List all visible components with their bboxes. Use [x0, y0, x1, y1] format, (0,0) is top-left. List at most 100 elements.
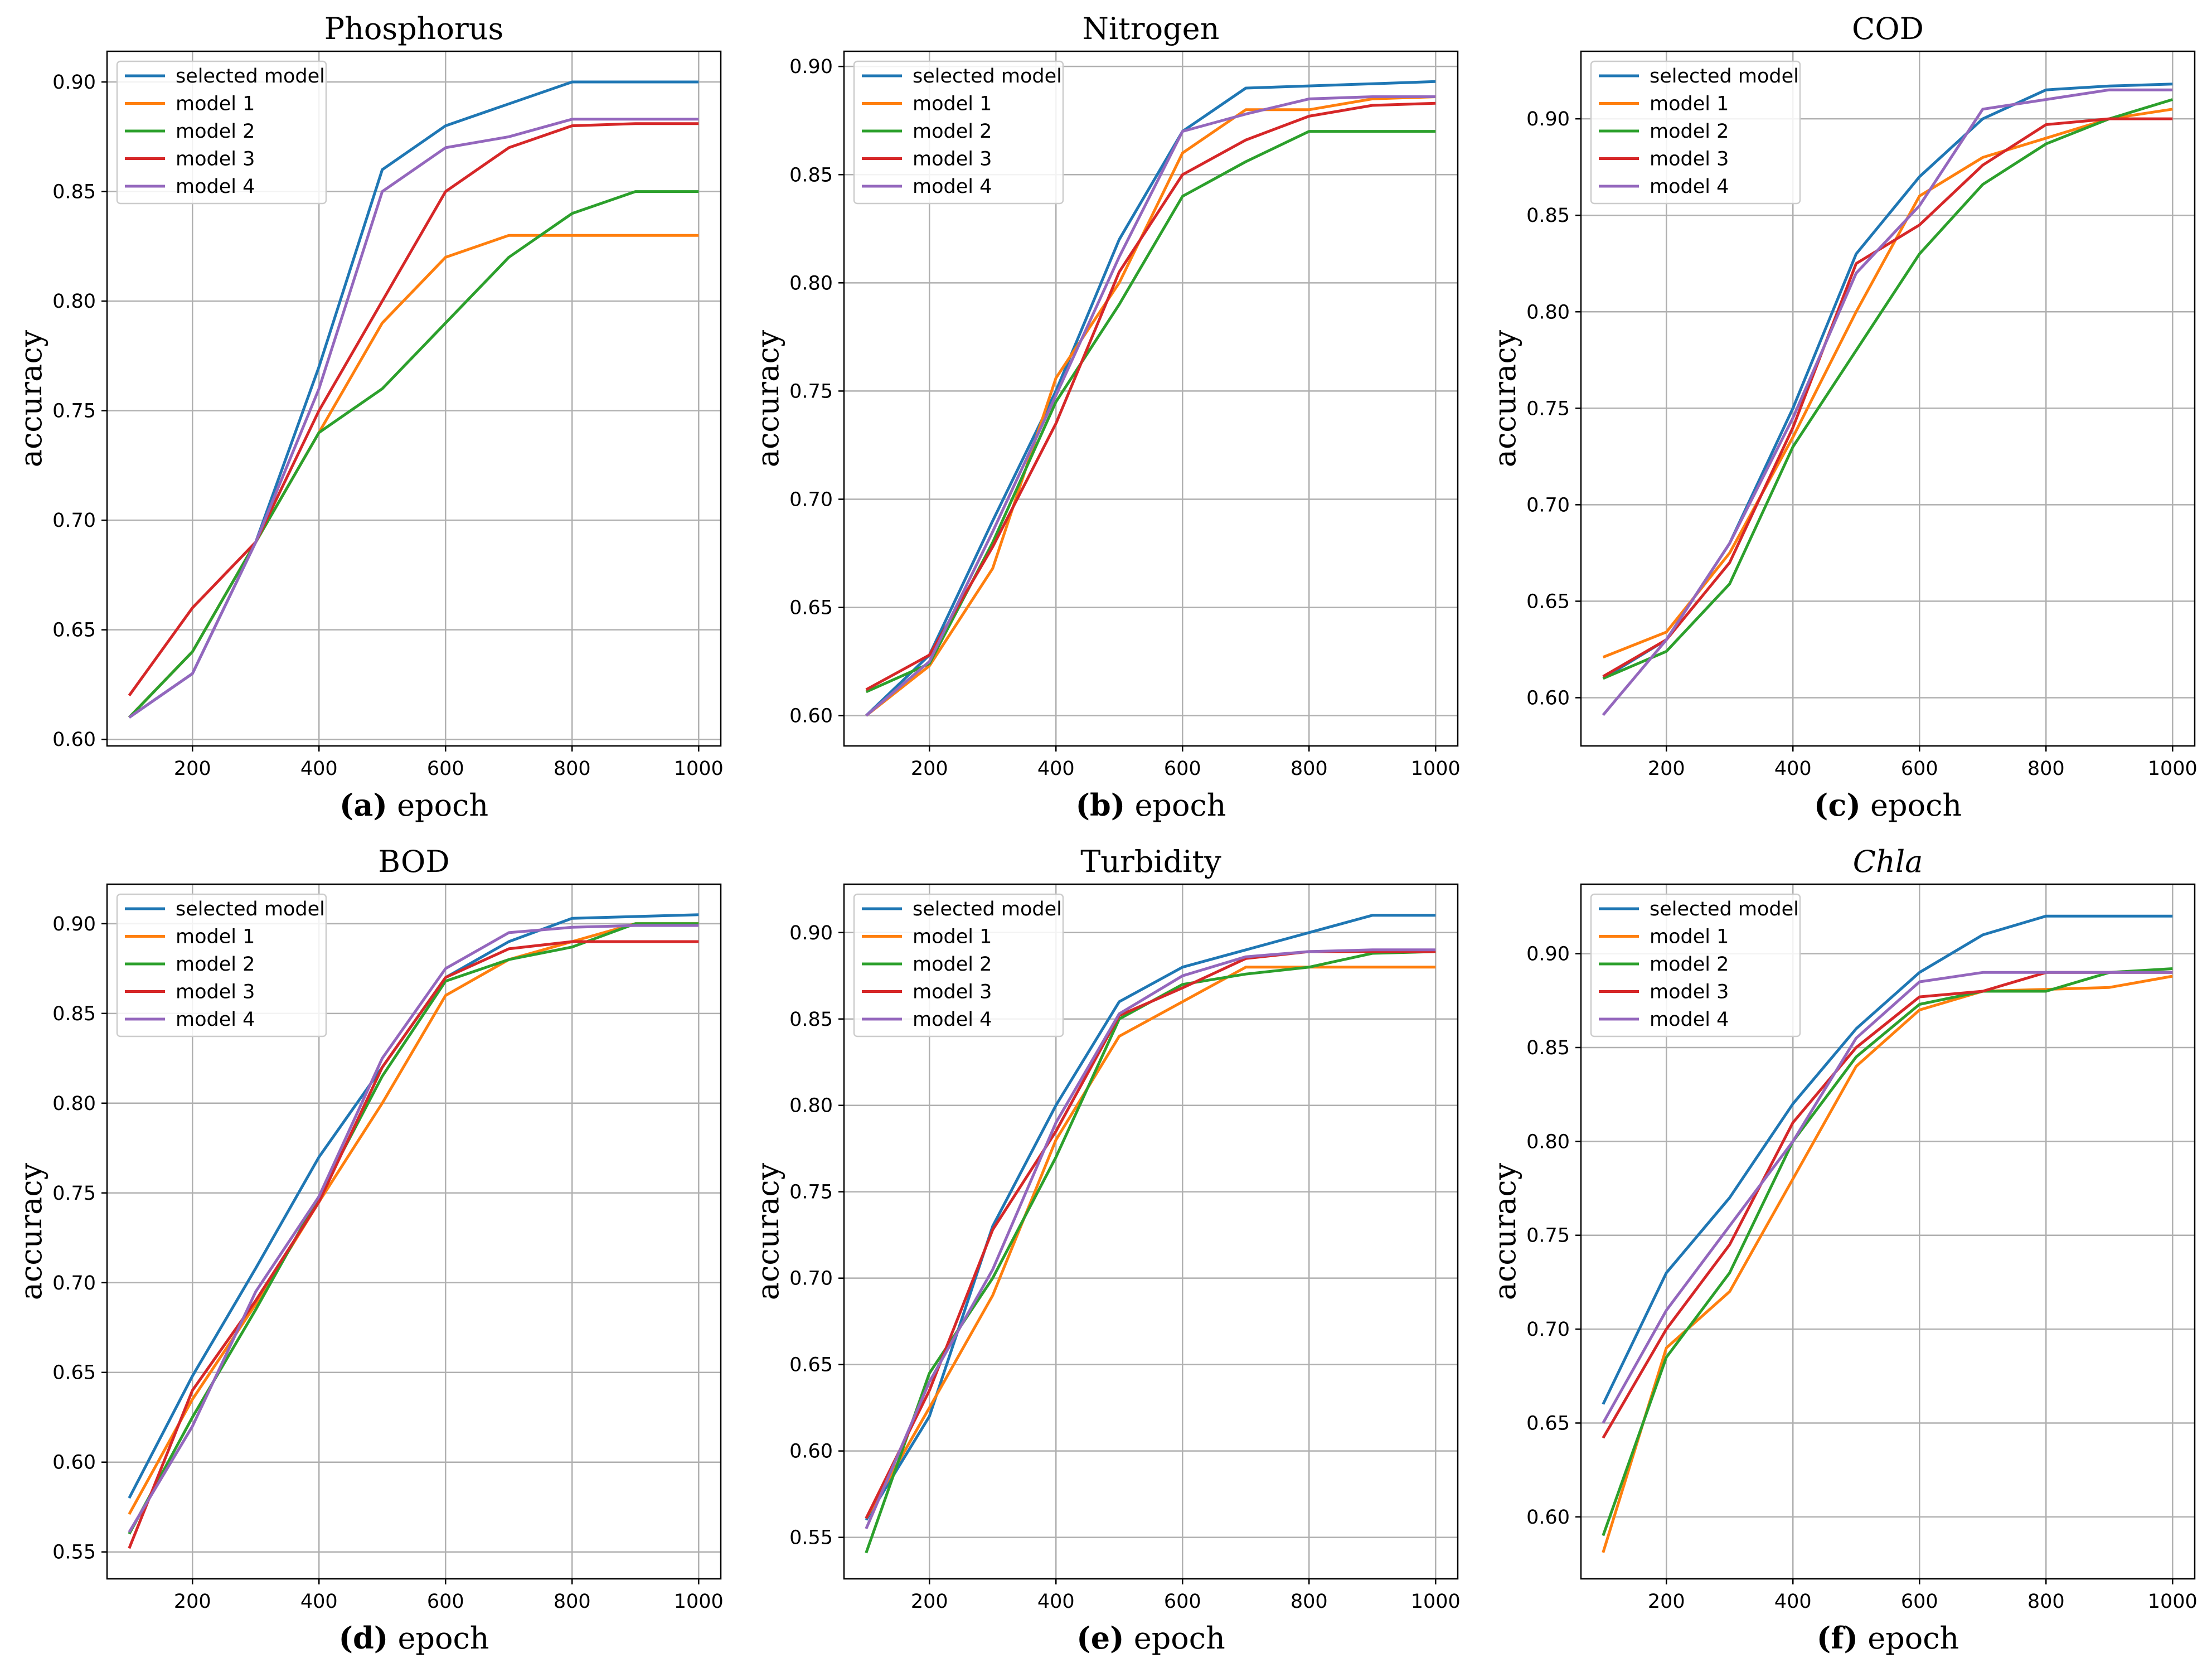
chart-1-series-4-line [865, 95, 1436, 717]
chart-5-legend-label-1: model 1 [1650, 926, 1729, 948]
chart-0-series-2-line [128, 190, 699, 719]
chart-3-series-1-line [128, 922, 699, 1515]
chart-5-xlabel-text: epoch [1858, 1621, 1959, 1656]
chart-2-legend-label-3: model 3 [1650, 148, 1729, 171]
chart-5-panel-letter: (f) [1817, 1620, 1858, 1656]
chart-5-ytick-label-6: 0.90 [1526, 943, 1570, 966]
chart-2-axes-frame [1580, 50, 2196, 747]
chart-2-series-4-line [1602, 88, 2173, 716]
chart-0-legend-label-3: model 3 [176, 148, 255, 171]
chart-3-ytick-label-6: 0.85 [52, 1003, 96, 1025]
chart-3-legend-box [116, 893, 327, 1038]
chart-0-xtick-label-2: 600 [427, 758, 464, 780]
chart-3-xlabel-text: epoch [388, 1621, 489, 1656]
chart-2-xtick-label-1: 400 [1774, 758, 1812, 780]
chart-5-ytick-label-5: 0.85 [1526, 1037, 1570, 1059]
chart-1-ylabel: accuracy [750, 329, 785, 467]
chart-5-ytick-label-2: 0.70 [1526, 1318, 1570, 1341]
chart-3-xtick-label-0: 200 [174, 1591, 211, 1613]
chart-1-series-3-line [865, 101, 1436, 691]
chart-0-xlabel: (a) epoch [339, 787, 488, 823]
chart-3-xtick-label-2: 600 [427, 1591, 464, 1613]
chart-4-ytick-label-3: 0.70 [789, 1268, 833, 1290]
chart-1-ytick-label-5: 0.85 [789, 164, 833, 186]
chart-0-title: Phosphorus [324, 11, 504, 46]
chart-0-ytick-label-5: 0.85 [52, 181, 96, 203]
chart-0-series-3-line [128, 122, 699, 697]
chart-0-ytick-label-2: 0.70 [52, 510, 96, 532]
chart-0-xtick-label-0: 200 [174, 758, 211, 780]
chart-2-ytick-label-1: 0.65 [1526, 590, 1570, 613]
chart-5-ytick-label-4: 0.80 [1526, 1131, 1570, 1153]
chart-4-ytick-label-0: 0.55 [789, 1527, 833, 1549]
chart-4-legend-label-1: model 1 [913, 926, 992, 948]
chart-0-legend-label-4: model 4 [176, 176, 255, 198]
chart-2-xlabel-text: epoch [1861, 788, 1962, 823]
chart-4-ytick-label-2: 0.65 [789, 1354, 833, 1376]
chart-3-axes-frame [106, 883, 722, 1580]
chart-1-xtick-label-1: 400 [1037, 758, 1075, 780]
chart-5-series-4-line [1602, 971, 2173, 1424]
chart-2-xtick-label-2: 600 [1901, 758, 1938, 780]
chart-0-ytick-label-4: 0.80 [52, 290, 96, 313]
chart-4-panel: 200 400 600 800 1000 0.55 0.60 0.65 0.70 0.75 0.80… [750, 844, 1461, 1656]
chart-3-xtick-label-1: 400 [300, 1591, 338, 1613]
chart-4-xlabel: (e) epoch [1076, 1620, 1225, 1656]
chart-0-ytick-label-3: 0.75 [52, 400, 96, 423]
chart-4-ytick-label-5: 0.80 [789, 1095, 833, 1117]
chart-5-ylabel: accuracy [1487, 1162, 1522, 1300]
chart-0-ytick-label-1: 0.65 [52, 619, 96, 642]
chart-3-ytick-label-7: 0.90 [52, 913, 96, 935]
chart-5-title: Chla [1853, 844, 1923, 879]
chart-2-ytick-label-4: 0.80 [1526, 301, 1570, 323]
chart-4-series-4-line [865, 948, 1436, 1530]
chart-5-xlabel: (f) epoch [1817, 1620, 1959, 1656]
chart-5-ytick-label-3: 0.75 [1526, 1225, 1570, 1247]
chart-5-legend-label-3: model 3 [1650, 981, 1729, 1003]
chart-3-xtick-label-3: 800 [554, 1591, 591, 1613]
chart-1-xtick-label-2: 600 [1164, 758, 1201, 780]
chart-1-xlabel: (b) epoch [1075, 787, 1226, 823]
chart-4-panel-letter: (e) [1076, 1620, 1124, 1656]
chart-3-series-2-line [128, 922, 699, 1535]
chart-0-ylabel: accuracy [13, 329, 48, 467]
chart-4-series-2-line [865, 950, 1436, 1554]
chart-5-xtick-label-2: 600 [1901, 1591, 1938, 1613]
chart-3-ytick-label-5: 0.80 [52, 1093, 96, 1115]
chart-0-xtick-label-3: 800 [554, 758, 591, 780]
chart-3-legend-label-1: model 1 [176, 926, 255, 948]
chart-3-panel: 200 400 600 800 1000 0.55 0.60 0.65 0.70 0.75 0.80… [13, 844, 724, 1656]
chart-4-xtick-label-1: 400 [1037, 1591, 1075, 1613]
chart-2-ytick-label-6: 0.90 [1526, 108, 1570, 130]
chart-0-xlabel-text: epoch [387, 788, 488, 823]
chart-4-xtick-label-4: 1000 [1411, 1591, 1461, 1613]
chart-5-xtick-label-0: 200 [1648, 1591, 1685, 1613]
chart-2-xtick-label-0: 200 [1648, 758, 1685, 780]
chart-4-ytick-label-7: 0.90 [789, 922, 833, 944]
chart-1-series-0-line [865, 80, 1436, 717]
chart-4-ytick-label-4: 0.75 [789, 1181, 833, 1204]
chart-2-legend-label-1: model 1 [1650, 93, 1729, 115]
chart-4-legend-label-2: model 2 [913, 953, 992, 976]
chart-5-series-0-line [1602, 914, 2173, 1405]
chart-3-ytick-label-2: 0.65 [52, 1362, 96, 1384]
chart-1-title: Nitrogen [1083, 11, 1220, 46]
chart-5-ytick-label-1: 0.65 [1526, 1412, 1570, 1434]
chart-1-legend-label-3: model 3 [913, 148, 992, 171]
chart-5-series-3-line [1602, 971, 2173, 1439]
chart-5-axes-frame [1580, 883, 2196, 1580]
chart-2-xtick-label-4: 1000 [2148, 758, 2198, 780]
chart-3-ytick-label-3: 0.70 [52, 1272, 96, 1295]
chart-1-xtick-label-4: 1000 [1411, 758, 1461, 780]
chart-5-legend-label-0: selected model [1650, 898, 1799, 920]
chart-3-ytick-label-4: 0.75 [52, 1182, 96, 1205]
chart-0-ytick-label-6: 0.90 [52, 71, 96, 94]
chart-4-xtick-label-3: 800 [1291, 1591, 1328, 1613]
chart-4-legend-label-3: model 3 [913, 981, 992, 1003]
chart-5-legend-box [1590, 893, 1801, 1038]
chart-3-legend-label-0: selected model [176, 898, 325, 920]
chart-5-ytick-label-0: 0.60 [1526, 1506, 1570, 1529]
chart-5-panel: 200 400 600 800 1000 0.60 0.65 0.70 0.75 0.80 0.85… [1487, 844, 2198, 1656]
chart-2-series-2-line [1602, 98, 2174, 680]
chart-1-xlabel-text: epoch [1125, 788, 1226, 823]
